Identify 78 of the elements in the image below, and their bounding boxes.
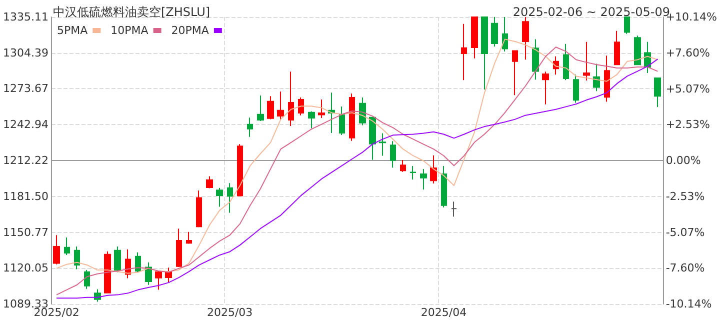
candlestick — [227, 182, 233, 214]
candlestick — [237, 144, 243, 196]
candlestick — [502, 16, 508, 52]
candlestick — [216, 187, 223, 208]
candlestick — [135, 252, 141, 274]
candlestick — [512, 50, 518, 96]
candlestick — [257, 94, 264, 122]
candlestick — [573, 74, 579, 104]
y2-tick-label: +5.07% — [666, 82, 710, 96]
candlestick — [155, 271, 162, 290]
candlestick — [471, 16, 478, 59]
y-tick-label: 1120.05 — [2, 262, 48, 275]
candlestick — [288, 71, 294, 126]
y-tick-label: 1181.50 — [2, 190, 48, 203]
y2-tick-label: -5.07% — [666, 226, 705, 239]
candlestick — [654, 77, 661, 108]
candlestick — [145, 262, 152, 286]
y2-tick-label: +2.53% — [666, 118, 710, 132]
y2-tick-label: +7.60% — [666, 46, 710, 60]
candlestick — [114, 246, 121, 273]
y-tick-label: 1150.77 — [2, 226, 48, 239]
x-tick-label: 2025/04 — [420, 306, 467, 319]
candlestick — [410, 166, 416, 180]
candlestick — [318, 98, 325, 119]
candlestick — [491, 16, 498, 47]
candlestick — [634, 35, 641, 66]
candlestick — [359, 96, 366, 126]
candlestick — [267, 96, 274, 120]
candlestick — [369, 116, 376, 160]
candlestick — [441, 166, 447, 208]
candlestick — [176, 228, 182, 268]
candlestick — [339, 106, 345, 136]
candlestick — [74, 246, 80, 270]
y2-tick-label: -2.53% — [666, 190, 705, 203]
legend-label: 10PMA — [110, 24, 149, 37]
candlestick — [64, 236, 70, 256]
candlestick — [379, 132, 386, 156]
chart-title: 中汉低硫燃料油卖空[ZHSLU] — [53, 5, 210, 19]
candlestick — [400, 160, 406, 172]
candlestick — [542, 71, 549, 105]
candlestick — [461, 23, 467, 81]
candlestick — [420, 168, 427, 190]
candlestick — [298, 96, 304, 116]
candlestick — [277, 91, 284, 121]
candlestick — [349, 92, 355, 142]
y-tick-label: 1273.67 — [2, 82, 48, 96]
candlestick — [390, 140, 396, 168]
candlestick — [563, 43, 569, 81]
y2-tick-label: -10.14% — [666, 298, 712, 310]
candlestick — [247, 117, 253, 138]
candlestick — [104, 250, 111, 294]
y-tick-label: 1304.39 — [2, 46, 48, 60]
x-tick-label: 2025/02 — [34, 306, 80, 319]
y-tick-label: 1242.94 — [2, 118, 48, 132]
candlestick — [604, 55, 610, 102]
y2-tick-label: -7.60% — [666, 262, 705, 275]
y2-tick-label: 0.00% — [666, 154, 701, 167]
candlestick — [308, 110, 315, 129]
candlestick — [481, 16, 488, 90]
legend-label: 20PMA — [171, 24, 210, 37]
candlestick — [532, 38, 539, 80]
candlestick — [206, 176, 213, 189]
y-tick-label: 1212.22 — [2, 154, 48, 167]
candlestick — [614, 30, 620, 66]
candlestick — [593, 63, 600, 92]
x-tick-label: 2025/03 — [206, 306, 253, 319]
candlestick — [430, 154, 437, 184]
candlestick — [624, 16, 630, 34]
candlestick — [165, 267, 172, 283]
candlestick — [186, 231, 192, 244]
candlestick — [583, 41, 590, 82]
legend-label: 5PMA — [56, 24, 88, 37]
candlestick — [84, 269, 90, 290]
candlestick — [522, 16, 529, 60]
candlestick — [451, 201, 457, 218]
candlestick — [53, 234, 60, 265]
candlestick — [196, 190, 202, 228]
y-tick-label: 1335.11 — [2, 10, 48, 24]
